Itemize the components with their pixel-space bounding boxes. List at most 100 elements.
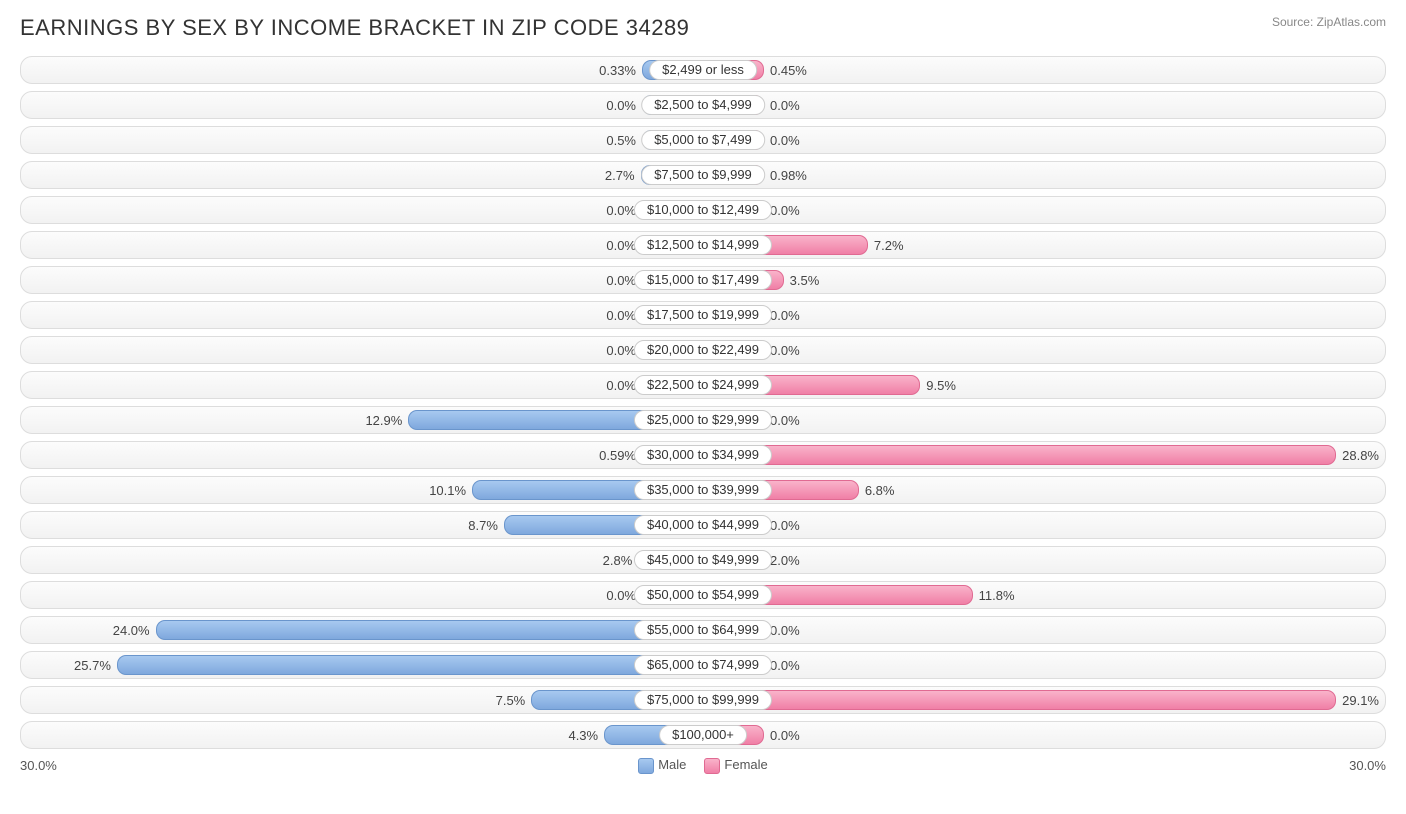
male-half: 0.0%	[21, 267, 703, 293]
chart-row: 12.9%0.0%$25,000 to $29,999	[20, 406, 1386, 434]
female-percent-label: 0.0%	[764, 98, 806, 113]
bracket-label: $25,000 to $29,999	[634, 410, 772, 430]
male-percent-label: 0.0%	[600, 98, 642, 113]
bracket-label: $2,499 or less	[649, 60, 757, 80]
chart-row: 2.8% 2.0%$45,000 to $49,999	[20, 546, 1386, 574]
female-bar	[703, 445, 1336, 465]
male-half: 4.3%	[21, 722, 703, 748]
chart-row: 2.7% 0.98%$7,500 to $9,999	[20, 161, 1386, 189]
female-half: 3.5%	[703, 267, 1385, 293]
chart-row: 0.0% 9.5% $22,500 to $24,999	[20, 371, 1386, 399]
female-half: 2.0%	[703, 547, 1385, 573]
male-half: 0.0%	[21, 92, 703, 118]
male-bar	[117, 655, 703, 675]
male-percent-label: 2.7%	[599, 168, 641, 183]
chart-row: 0.0% 11.8% $50,000 to $54,999	[20, 581, 1386, 609]
legend-item-female: Female	[704, 757, 767, 774]
male-percent-label: 25.7%	[68, 658, 117, 673]
male-percent-label: 12.9%	[359, 413, 408, 428]
male-percent-label: 10.1%	[423, 483, 472, 498]
female-half: 0.98%	[703, 162, 1385, 188]
bracket-label: $10,000 to $12,499	[634, 200, 772, 220]
male-percent-label: 2.8%	[597, 553, 639, 568]
male-half: 0.0%	[21, 232, 703, 258]
female-percent-label: 3.5%	[784, 273, 826, 288]
female-half: 0.0%	[703, 302, 1385, 328]
male-half: 0.0%	[21, 197, 703, 223]
bracket-label: $5,000 to $7,499	[641, 130, 765, 150]
bracket-label: $75,000 to $99,999	[634, 690, 772, 710]
female-half: 0.0%	[703, 512, 1385, 538]
male-percent-label: 4.3%	[562, 728, 604, 743]
male-percent-label: 24.0%	[107, 623, 156, 638]
male-percent-label: 0.33%	[593, 63, 642, 78]
axis-max-left: 30.0%	[20, 758, 57, 773]
female-half: 0.0%	[703, 92, 1385, 118]
chart-row: 0.0% 3.5% $15,000 to $17,499	[20, 266, 1386, 294]
bracket-label: $35,000 to $39,999	[634, 480, 772, 500]
female-half: 7.2%	[703, 232, 1385, 258]
female-half: 0.0%	[703, 617, 1385, 643]
chart-row: 10.1%6.8%$35,000 to $39,999	[20, 476, 1386, 504]
female-percent-label: 28.8%	[1336, 448, 1385, 463]
bracket-label: $55,000 to $64,999	[634, 620, 772, 640]
female-percent-label: 0.0%	[764, 133, 806, 148]
bracket-label: $2,500 to $4,999	[641, 95, 765, 115]
male-half: 0.0%	[21, 302, 703, 328]
chart-row: 0.5%0.0%$5,000 to $7,499	[20, 126, 1386, 154]
female-half: 0.0%	[703, 127, 1385, 153]
male-half: 0.59%	[21, 442, 703, 468]
axis-max-right: 30.0%	[1349, 758, 1386, 773]
chart-row: 0.33% 0.45% $2,499 or less	[20, 56, 1386, 84]
bracket-label: $65,000 to $74,999	[634, 655, 772, 675]
female-half: 28.8%	[703, 442, 1385, 468]
female-half: 9.5%	[703, 372, 1385, 398]
female-half: 0.45%	[703, 57, 1385, 83]
source-attribution: Source: ZipAtlas.com	[1272, 15, 1386, 29]
bracket-label: $22,500 to $24,999	[634, 375, 772, 395]
male-half: 0.0%	[21, 337, 703, 363]
male-half: 2.7%	[21, 162, 703, 188]
female-half: 0.0%	[703, 197, 1385, 223]
chart-row: 0.0% 7.2% $12,500 to $14,999	[20, 231, 1386, 259]
chart-title: EARNINGS BY SEX BY INCOME BRACKET IN ZIP…	[20, 15, 689, 41]
male-percent-label: 8.7%	[462, 518, 504, 533]
female-percent-label: 7.2%	[868, 238, 910, 253]
chart-row: 0.0%0.0%$20,000 to $22,499	[20, 336, 1386, 364]
female-half: 11.8%	[703, 582, 1385, 608]
bracket-label: $15,000 to $17,499	[634, 270, 772, 290]
female-half: 0.0%	[703, 337, 1385, 363]
female-percent-label: 11.8%	[973, 588, 1021, 603]
bracket-label: $45,000 to $49,999	[634, 550, 772, 570]
male-half: 8.7%	[21, 512, 703, 538]
legend-female-label: Female	[724, 757, 767, 772]
male-half: 24.0%	[21, 617, 703, 643]
female-percent-label: 0.0%	[764, 728, 806, 743]
male-half: 12.9%	[21, 407, 703, 433]
legend-male-label: Male	[658, 757, 686, 772]
chart-row: 0.0%0.0%$17,500 to $19,999	[20, 301, 1386, 329]
bracket-label: $12,500 to $14,999	[634, 235, 772, 255]
bracket-label: $50,000 to $54,999	[634, 585, 772, 605]
chart-row: 0.59%28.8%$30,000 to $34,999	[20, 441, 1386, 469]
male-half: 0.0%	[21, 372, 703, 398]
chart-row: 0.0%0.0%$10,000 to $12,499	[20, 196, 1386, 224]
bracket-label: $20,000 to $22,499	[634, 340, 772, 360]
bracket-label: $40,000 to $44,999	[634, 515, 772, 535]
female-swatch-icon	[704, 758, 720, 774]
male-half: 0.0%	[21, 582, 703, 608]
chart-row: 24.0% 0.0%$55,000 to $64,999	[20, 616, 1386, 644]
female-percent-label: 29.1%	[1336, 693, 1385, 708]
legend: Male Female	[638, 757, 768, 774]
bracket-label: $17,500 to $19,999	[634, 305, 772, 325]
chart-row: 8.7% 0.0%$40,000 to $44,999	[20, 511, 1386, 539]
bracket-label: $7,500 to $9,999	[641, 165, 765, 185]
bracket-label: $100,000+	[659, 725, 747, 745]
chart-row: 7.5% 29.1% $75,000 to $99,999	[20, 686, 1386, 714]
diverging-bar-chart: 0.33%0.45%$2,499 or less0.0%0.0%$2,500 t…	[20, 56, 1386, 749]
female-percent-label: 9.5%	[920, 378, 962, 393]
male-percent-label: 7.5%	[490, 693, 532, 708]
female-percent-label: 0.45%	[764, 63, 813, 78]
female-half: 0.0%	[703, 722, 1385, 748]
chart-row: 0.0% 0.0%$2,500 to $4,999	[20, 91, 1386, 119]
